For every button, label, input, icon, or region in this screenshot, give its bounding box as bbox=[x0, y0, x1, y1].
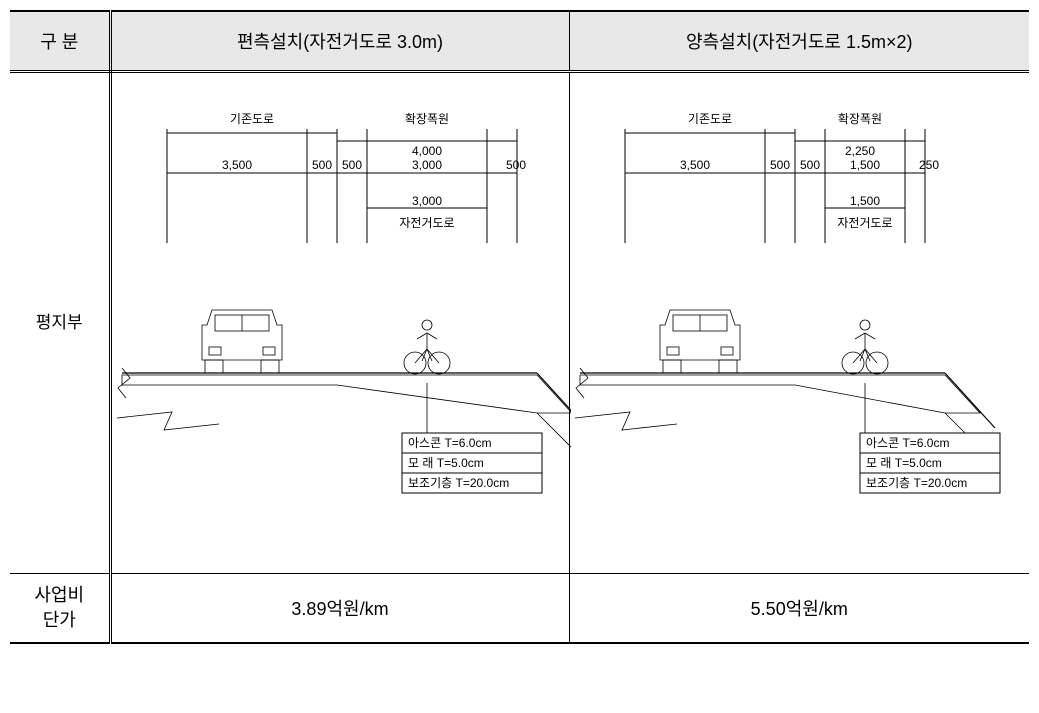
svg-text:250: 250 bbox=[919, 158, 939, 172]
comparison-table: 구 분 편측설치(자전거도로 3.0m) 양측설치(자전거도로 1.5m×2) … bbox=[10, 10, 1029, 644]
svg-text:보조기층 T=20.0cm: 보조기층 T=20.0cm bbox=[408, 476, 509, 490]
svg-text:1,500: 1,500 bbox=[849, 194, 879, 208]
svg-text:4,000: 4,000 bbox=[411, 144, 441, 158]
svg-text:500: 500 bbox=[799, 158, 819, 172]
svg-text:500: 500 bbox=[341, 158, 361, 172]
svg-text:3,500: 3,500 bbox=[221, 158, 251, 172]
header-single-side: 편측설치(자전거도로 3.0m) bbox=[110, 11, 569, 71]
svg-text:모 래 T=5.0cm: 모 래 T=5.0cm bbox=[408, 456, 484, 470]
svg-text:2,250: 2,250 bbox=[844, 144, 874, 158]
svg-text:보조기층 T=20.0cm: 보조기층 T=20.0cm bbox=[866, 476, 967, 490]
svg-text:자전거도로: 자전거도로 bbox=[399, 216, 454, 230]
header-category: 구 분 bbox=[10, 11, 110, 71]
svg-text:3,500: 3,500 bbox=[679, 158, 709, 172]
svg-text:3,000: 3,000 bbox=[411, 158, 441, 172]
row-label-cost: 사업비단가 bbox=[10, 573, 110, 643]
row-label-flat: 평지부 bbox=[10, 71, 110, 573]
header-both-sides: 양측설치(자전거도로 1.5m×2) bbox=[569, 11, 1029, 71]
svg-text:1,500: 1,500 bbox=[849, 158, 879, 172]
cost-single-side: 3.89억원/km bbox=[110, 573, 569, 643]
svg-text:기존도로: 기존도로 bbox=[229, 112, 273, 126]
table-header-row: 구 분 편측설치(자전거도로 3.0m) 양측설치(자전거도로 1.5m×2) bbox=[10, 11, 1029, 71]
svg-text:3,000: 3,000 bbox=[411, 194, 441, 208]
diagram-single-side: 기존도로 확장폭원 4,000 3,500 500 500 3,000 500 3,000 자전거… bbox=[110, 71, 569, 573]
svg-text:아스콘 T=6.0cm: 아스콘 T=6.0cm bbox=[408, 436, 491, 450]
cost-label-l2: 단가 bbox=[43, 610, 76, 630]
svg-text:500: 500 bbox=[506, 158, 526, 172]
svg-text:자전거도로: 자전거도로 bbox=[837, 216, 892, 230]
svg-text:기존도로: 기존도로 bbox=[687, 112, 731, 126]
cost-both-sides: 5.50억원/km bbox=[569, 573, 1029, 643]
svg-text:500: 500 bbox=[769, 158, 789, 172]
diagram-row: 평지부 기존도로 확장폭원 4,000 3,500 500 500 3,000 500 3,00… bbox=[10, 71, 1029, 573]
svg-text:모 래 T=5.0cm: 모 래 T=5.0cm bbox=[866, 456, 942, 470]
svg-text:아스콘 T=6.0cm: 아스콘 T=6.0cm bbox=[866, 436, 949, 450]
svg-text:확장폭원: 확장폭원 bbox=[404, 112, 448, 126]
cost-row: 사업비단가 3.89억원/km 5.50억원/km bbox=[10, 573, 1029, 643]
diagram-both-sides: 기존도로 확장폭원 2,250 3,500 500 500 1,500 250 1,500 자전거… bbox=[569, 71, 1029, 573]
svg-text:500: 500 bbox=[311, 158, 331, 172]
cost-label-l1: 사업비 bbox=[34, 585, 84, 605]
svg-text:확장폭원: 확장폭원 bbox=[837, 112, 881, 126]
